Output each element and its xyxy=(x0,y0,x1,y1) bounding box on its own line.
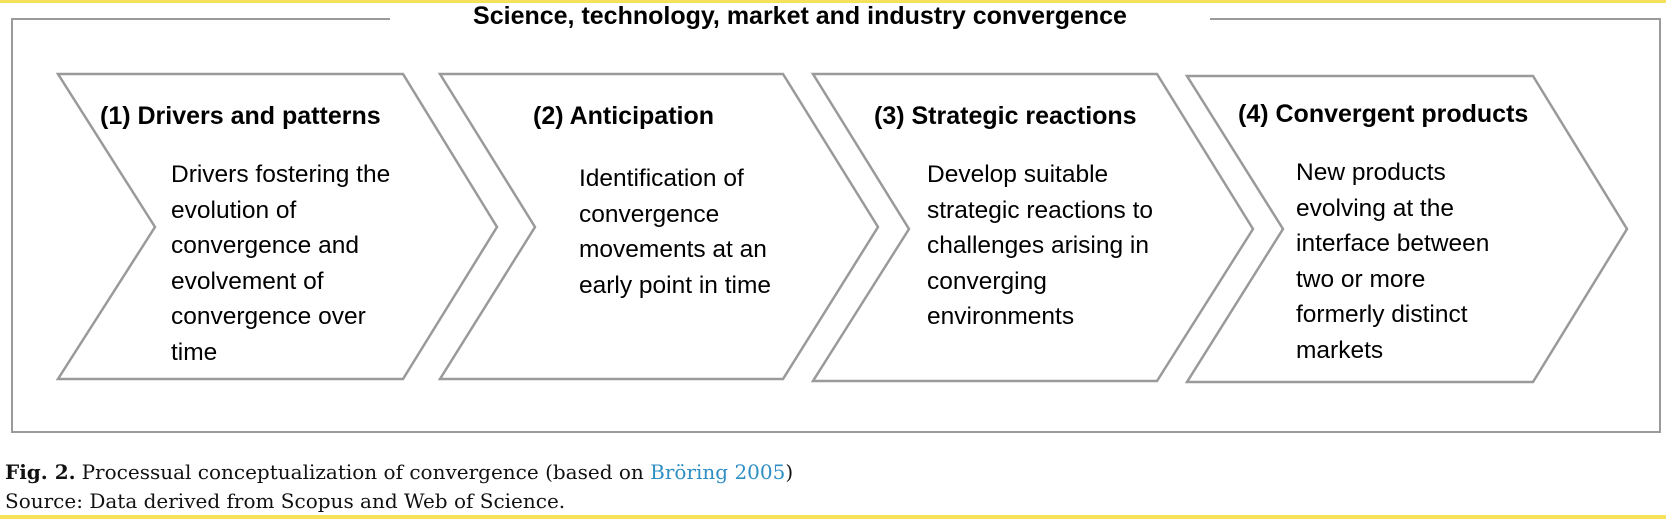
bottom-accent-bar xyxy=(0,515,1666,519)
outer-frame xyxy=(11,18,1661,433)
source-note: Source: Data derived from Scopus and Web… xyxy=(5,489,566,513)
top-accent-bar xyxy=(0,0,1666,3)
figure-caption: Fig. 2. Processual conceptualization of c… xyxy=(5,459,793,485)
caption-close: ) xyxy=(785,460,794,484)
chevron-step-4 xyxy=(1184,74,1629,384)
chevron-step-1 xyxy=(55,72,499,381)
reference-link[interactable]: Bröring 2005 xyxy=(650,460,786,484)
step-2-title: (2) Anticipation xyxy=(533,102,715,130)
step-3-title: (3) Strategic reactions xyxy=(874,102,1137,130)
diagram-title: Science, technology, market and industry… xyxy=(473,2,1127,30)
step-4-description: New products evolving at the interface b… xyxy=(1296,159,1490,364)
step-2-description: Identification of convergence movements … xyxy=(579,165,772,299)
caption-text: Processual conceptualization of converge… xyxy=(81,460,651,484)
chevron-step-2 xyxy=(437,72,880,381)
step-4-title: (4) Convergent products xyxy=(1238,100,1529,128)
step-1-title: (1) Drivers and patterns xyxy=(100,102,381,130)
step-3-description: Develop suitable strategic reactions to … xyxy=(927,161,1154,330)
step-1-description: Drivers fostering the evolution of conve… xyxy=(171,161,391,366)
chevron-step-3 xyxy=(810,72,1255,383)
figure-label: Fig. 2. xyxy=(5,460,76,484)
